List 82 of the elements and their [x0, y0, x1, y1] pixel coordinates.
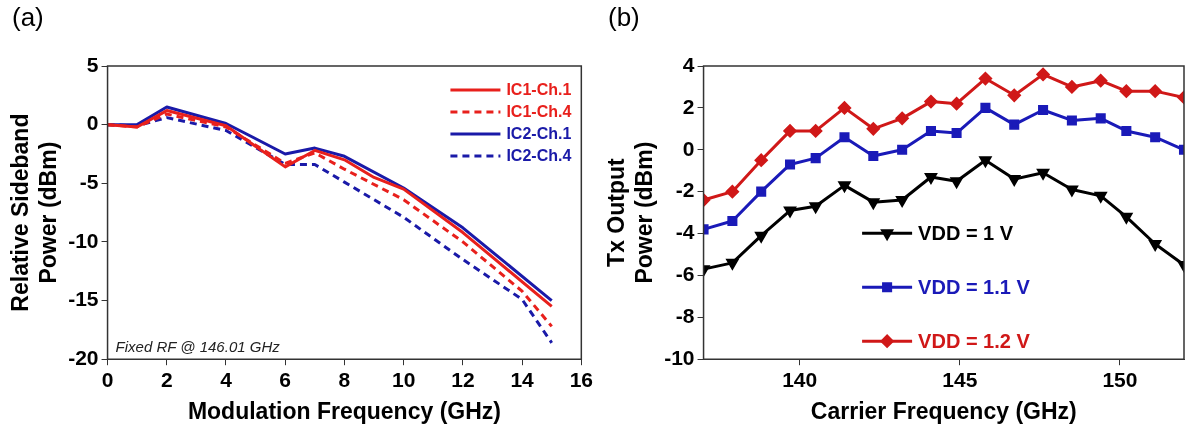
x-tick-label: 16 [569, 367, 593, 391]
legend-label: VDD = 1.1 V [918, 275, 1031, 298]
x-tick-label: 14 [510, 367, 535, 391]
point [1008, 175, 1021, 186]
y-tick-label: -8 [675, 304, 695, 328]
x-tick-label: 10 [391, 367, 416, 391]
point [785, 159, 796, 170]
y-tick-label: 4 [682, 52, 695, 76]
point [1037, 168, 1049, 180]
chart-title: (a) [12, 2, 44, 33]
y-tick-label: -10 [68, 228, 99, 252]
legend-label: IC2-Ch.1 [506, 125, 572, 143]
x-tick-label: 0 [101, 367, 114, 391]
point [1036, 67, 1050, 81]
y-tick-label: -6 [675, 262, 695, 286]
x-tick-label: 4 [220, 367, 233, 391]
y-tick-label: -15 [68, 287, 99, 311]
y-tick-label: 0 [86, 111, 99, 135]
y-tick-label: -2 [675, 178, 695, 202]
point [1066, 185, 1078, 197]
point [1038, 104, 1049, 116]
point [756, 186, 767, 197]
point [1094, 191, 1107, 203]
x-tick-label: 150 [1102, 367, 1138, 391]
point [725, 185, 739, 199]
point [1120, 212, 1133, 224]
point [783, 124, 797, 138]
y-tick-label: -20 [68, 346, 99, 369]
point [1065, 80, 1079, 94]
x-tick-label: 12 [451, 367, 475, 391]
point [895, 111, 909, 125]
point [1150, 132, 1161, 143]
point [726, 258, 739, 270]
point [866, 122, 880, 136]
point [925, 125, 936, 136]
x-tick-label: 8 [338, 367, 351, 391]
legend-label: IC1-Ch.4 [506, 103, 572, 121]
y-tick-label: 0 [682, 136, 695, 160]
point [809, 124, 823, 138]
chart-title: (b) [608, 2, 640, 33]
legend-label: VDD = 1.2 V [918, 329, 1031, 352]
point [1149, 240, 1161, 251]
y-tick-label: 5 [86, 52, 99, 76]
point [924, 95, 938, 109]
point [1007, 88, 1021, 102]
point [896, 196, 908, 207]
point [980, 102, 991, 113]
point [755, 231, 768, 243]
point [1121, 125, 1132, 136]
y-tick-label: -4 [675, 220, 695, 244]
x-tick-label: 2 [160, 367, 173, 391]
y-tick-label: -10 [664, 346, 695, 369]
y-tick-label: -5 [79, 170, 99, 194]
point [951, 127, 962, 139]
point [950, 97, 964, 111]
annotation: Fixed RF @ 146.01 GHz [115, 337, 281, 355]
point [897, 144, 908, 155]
x-axis-title: Modulation Frequency (GHz) [187, 397, 501, 424]
legend-label: VDD = 1 V [918, 221, 1014, 244]
point [784, 206, 796, 218]
legend-label: IC2-Ch.4 [506, 147, 572, 165]
point [1119, 84, 1133, 98]
x-tick-label: 145 [942, 367, 978, 391]
point [810, 153, 821, 164]
x-tick-label: 140 [782, 367, 818, 391]
point [868, 151, 879, 162]
y-axis-title: Relative Sideband Power (dBm) [7, 113, 61, 312]
point [1095, 113, 1106, 124]
point [1148, 84, 1162, 98]
y-axis-title: Tx Output Power (dBm) [603, 141, 657, 284]
point [837, 101, 851, 115]
y-tick-label: 2 [682, 94, 695, 118]
x-axis-title: Carrier Frequency (GHz) [810, 397, 1077, 424]
point [978, 72, 992, 86]
point [1009, 119, 1020, 130]
legend-label: IC1-Ch.1 [506, 81, 572, 99]
point [727, 215, 738, 227]
x-tick-label: 6 [279, 367, 292, 391]
point [1066, 115, 1077, 126]
point [754, 153, 768, 167]
point [839, 132, 850, 143]
point [925, 173, 937, 184]
